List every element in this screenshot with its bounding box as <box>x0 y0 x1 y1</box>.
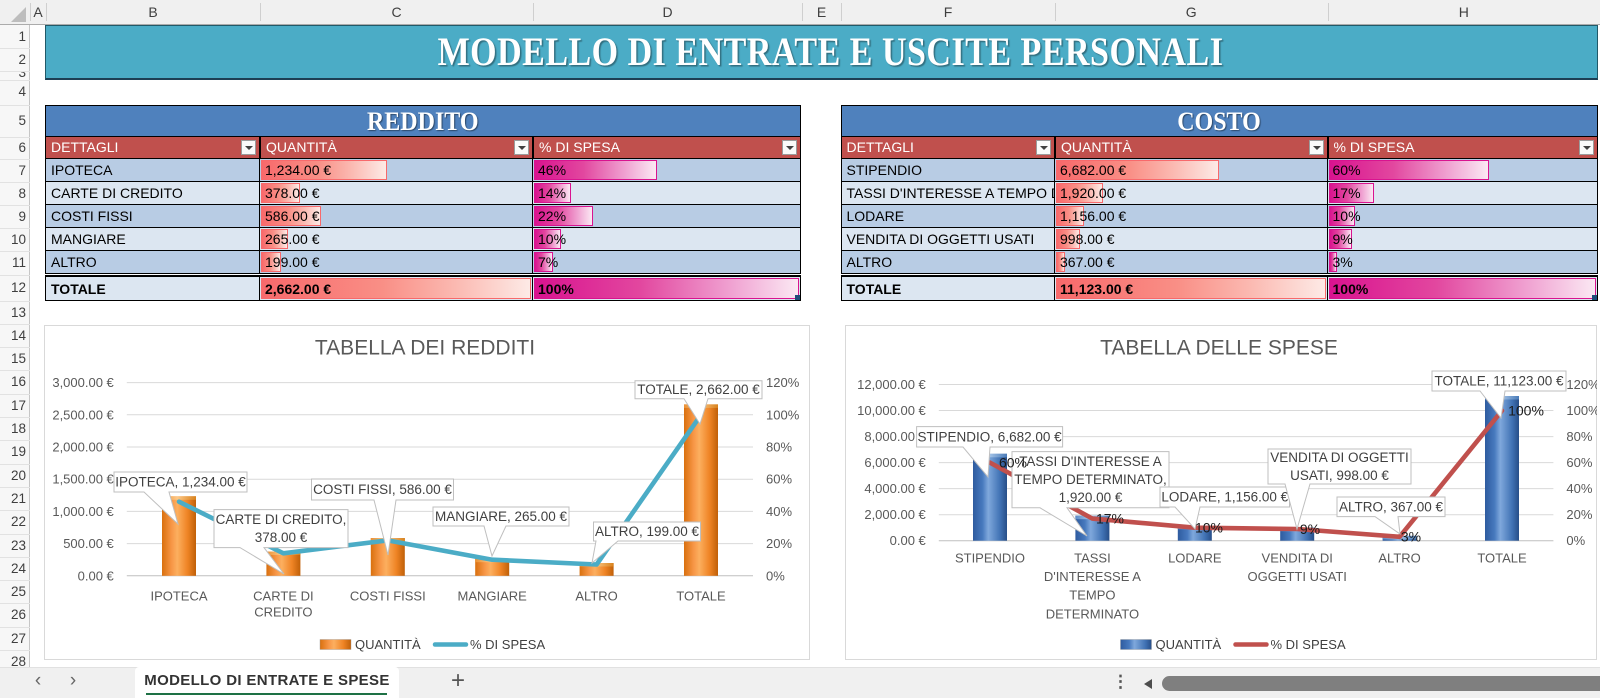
svg-text:100%: 100% <box>1566 403 1597 418</box>
svg-text:10,000.00 €: 10,000.00 € <box>857 403 926 418</box>
svg-text:IPOTECA, 1,234.00 €: IPOTECA, 1,234.00 € <box>115 475 246 490</box>
svg-text:0%: 0% <box>766 568 785 583</box>
svg-text:0%: 0% <box>1566 533 1585 548</box>
svg-text:40%: 40% <box>1566 481 1592 496</box>
svg-text:2,500.00 €: 2,500.00 € <box>52 407 114 422</box>
svg-text:QUANTITÀ: QUANTITÀ <box>355 637 421 652</box>
svg-text:LODARE, 1,156.00 €: LODARE, 1,156.00 € <box>1161 490 1288 505</box>
svg-text:TOTALE: TOTALE <box>1477 551 1527 566</box>
svg-text:60%: 60% <box>999 455 1027 471</box>
svg-text:100%: 100% <box>1508 403 1544 419</box>
svg-text:0.00 €: 0.00 € <box>78 568 115 583</box>
svg-text:TOTALE: TOTALE <box>676 589 726 604</box>
svg-text:MANGIARE, 265.00 €: MANGIARE, 265.00 € <box>435 509 568 524</box>
svg-text:10%: 10% <box>1195 520 1223 536</box>
svg-text:1,500.00 €: 1,500.00 € <box>52 472 114 487</box>
svg-text:CREDITO: CREDITO <box>254 605 312 620</box>
svg-text:D'INTERESSE A: D'INTERESSE A <box>1044 569 1141 584</box>
svg-text:9%: 9% <box>1300 521 1320 537</box>
svg-text:4,000.00 €: 4,000.00 € <box>864 481 926 496</box>
svg-text:ALTRO, 367.00 €: ALTRO, 367.00 € <box>1339 499 1444 514</box>
svg-text:COSTI FISSI, 586.00 €: COSTI FISSI, 586.00 € <box>313 482 452 497</box>
svg-text:TASSI D'INTERESSE A: TASSI D'INTERESSE A <box>1019 454 1162 469</box>
svg-text:TOTALE, 11,123.00 €: TOTALE, 11,123.00 € <box>1434 374 1564 389</box>
svg-text:COSTI FISSI: COSTI FISSI <box>350 589 426 604</box>
svg-text:20%: 20% <box>1566 507 1592 522</box>
svg-text:500.00 €: 500.00 € <box>63 536 114 551</box>
svg-text:1,920.00 €: 1,920.00 € <box>1059 490 1123 505</box>
svg-text:MANGIARE: MANGIARE <box>458 589 528 604</box>
svg-text:2,000.00 €: 2,000.00 € <box>864 507 926 522</box>
svg-text:2,000.00 €: 2,000.00 € <box>52 440 114 455</box>
svg-text:TABELLA DELLE SPESE: TABELLA DELLE SPESE <box>1100 337 1338 360</box>
svg-text:CARTE DI: CARTE DI <box>253 589 313 604</box>
svg-text:VENDITA DI OGGETTI: VENDITA DI OGGETTI <box>1270 450 1409 465</box>
svg-text:100%: 100% <box>766 407 800 422</box>
svg-text:TOTALE, 2,662.00 €: TOTALE, 2,662.00 € <box>637 382 760 397</box>
svg-text:1,000.00 €: 1,000.00 € <box>52 504 114 519</box>
svg-text:60%: 60% <box>1566 455 1592 470</box>
svg-text:17%: 17% <box>1096 511 1124 527</box>
svg-text:TEMPO DETERMINATO,: TEMPO DETERMINATO, <box>1014 472 1167 487</box>
svg-text:3%: 3% <box>1401 529 1421 545</box>
svg-text:TEMPO: TEMPO <box>1069 588 1115 603</box>
svg-text:6,000.00 €: 6,000.00 € <box>864 455 926 470</box>
svg-text:120%: 120% <box>766 375 800 390</box>
svg-text:0.00 €: 0.00 € <box>890 533 927 548</box>
svg-text:80%: 80% <box>766 440 792 455</box>
svg-text:% DI SPESA: % DI SPESA <box>1271 637 1346 652</box>
svg-text:20%: 20% <box>766 536 792 551</box>
svg-text:TABELLA DEI REDDITI: TABELLA DEI REDDITI <box>315 337 535 360</box>
svg-text:ALTRO: ALTRO <box>1378 551 1420 566</box>
svg-text:VENDITA DI: VENDITA DI <box>1262 551 1333 566</box>
svg-text:IPOTECA: IPOTECA <box>150 589 207 604</box>
svg-text:USATI, 998.00 €: USATI, 998.00 € <box>1290 468 1389 483</box>
svg-text:STIPENDIO, 6,682.00 €: STIPENDIO, 6,682.00 € <box>918 429 1063 444</box>
svg-text:60%: 60% <box>766 472 792 487</box>
svg-text:STIPENDIO: STIPENDIO <box>955 551 1025 566</box>
svg-text:ALTRO: ALTRO <box>575 589 617 604</box>
svg-text:LODARE: LODARE <box>1168 551 1222 566</box>
svg-text:QUANTITÀ: QUANTITÀ <box>1156 637 1222 652</box>
svg-text:TASSI: TASSI <box>1074 551 1111 566</box>
svg-text:OGGETTI USATI: OGGETTI USATI <box>1247 569 1346 584</box>
svg-text:3,000.00 €: 3,000.00 € <box>52 375 114 390</box>
svg-text:12,000.00 €: 12,000.00 € <box>857 377 926 392</box>
svg-text:DETERMINATO: DETERMINATO <box>1046 606 1139 621</box>
svg-text:378.00 €: 378.00 € <box>255 530 308 545</box>
svg-text:120%: 120% <box>1566 377 1597 392</box>
svg-text:CARTE DI CREDITO,: CARTE DI CREDITO, <box>216 512 347 527</box>
svg-text:% DI SPESA: % DI SPESA <box>470 637 545 652</box>
svg-text:8,000.00 €: 8,000.00 € <box>864 429 926 444</box>
svg-text:40%: 40% <box>766 504 792 519</box>
svg-text:ALTRO, 199.00 €: ALTRO, 199.00 € <box>595 524 700 539</box>
svg-text:80%: 80% <box>1566 429 1592 444</box>
